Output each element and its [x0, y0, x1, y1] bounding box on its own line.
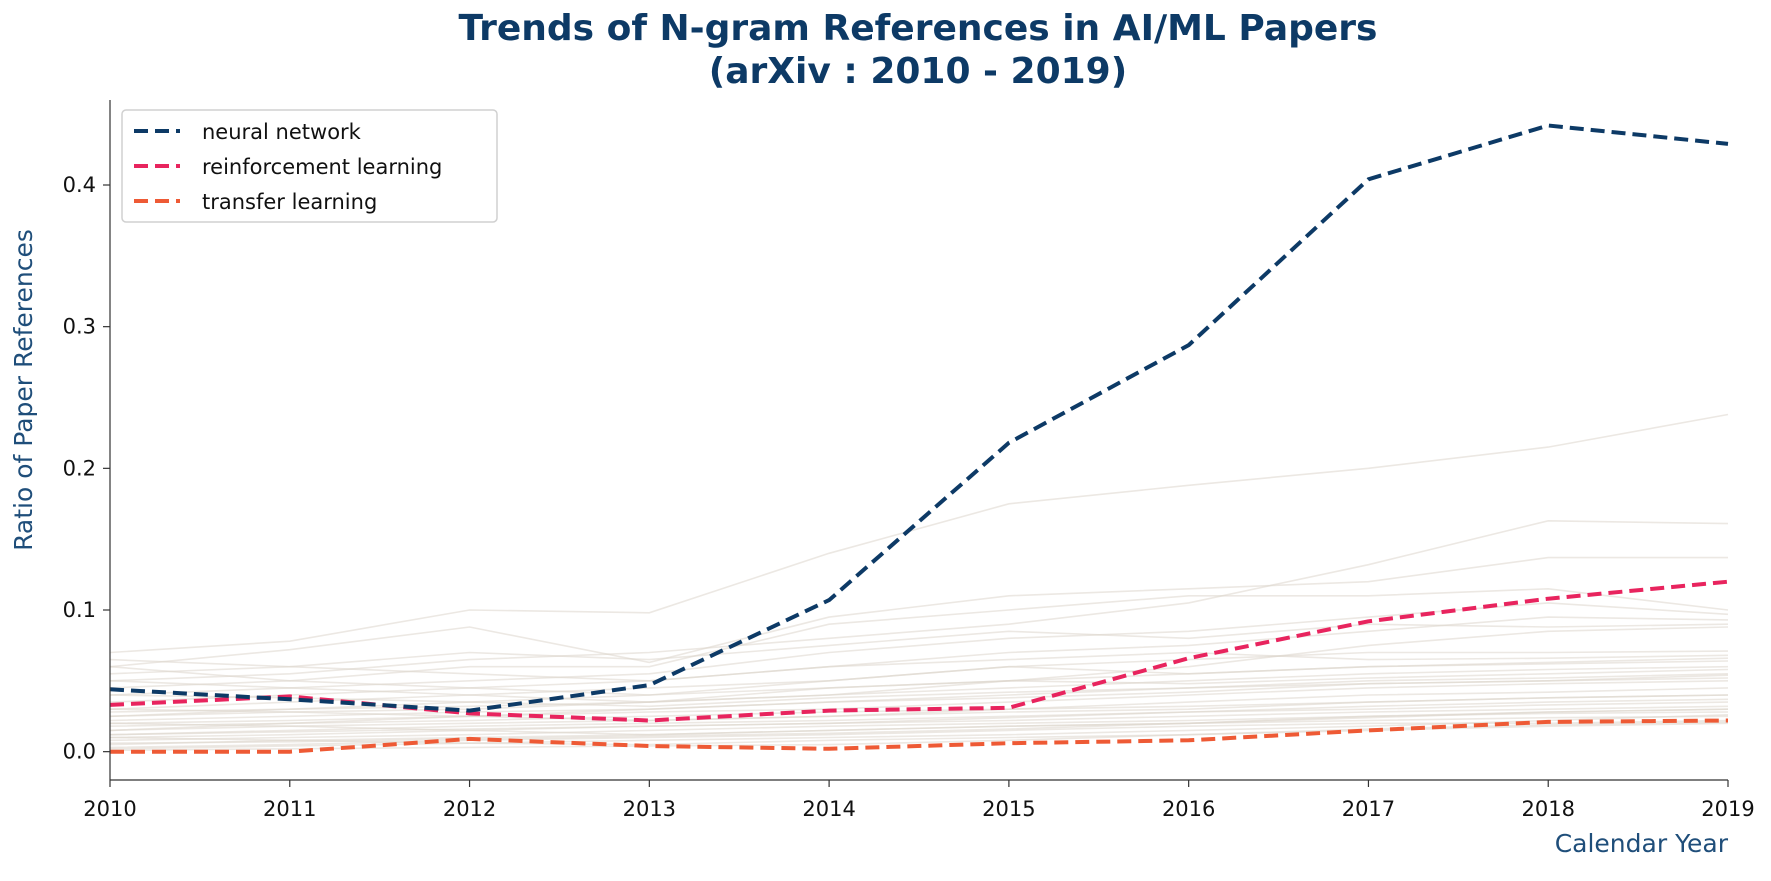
background-series-line	[109, 708, 1729, 744]
series-line-reinforcement-learning	[109, 579, 1729, 723]
background-series-line	[109, 665, 1729, 718]
chart-title-line-2: (arXiv : 2010 - 2019)	[709, 51, 1127, 92]
x-tick-label: 2012	[443, 797, 496, 821]
legend: neural network reinforcement learning tran…	[121, 109, 498, 223]
background-series-line	[109, 680, 1729, 725]
x-tick-label: 2015	[982, 797, 1035, 821]
background-series-line	[109, 651, 1729, 682]
x-tick-label: 2011	[263, 797, 316, 821]
x-tick-label: 2010	[83, 797, 136, 821]
x-axis-label: Calendar Year	[1555, 829, 1729, 858]
background-series-line	[109, 698, 1729, 736]
y-axis-label: Ratio of Paper References	[9, 229, 38, 551]
background-series-line	[109, 587, 1729, 689]
background-series-line	[109, 705, 1729, 739]
legend-label-neural-network: neural network	[202, 120, 362, 144]
y-tick-label: 0.2	[63, 456, 96, 480]
background-series-line	[109, 623, 1729, 675]
chart-title-line-1: Trends of N-gram References in AI/ML Pap…	[458, 8, 1377, 49]
y-tick-label: 0.3	[63, 315, 96, 339]
series-line-neural-network	[109, 123, 1729, 713]
legend-label-transfer-learning: transfer learning	[202, 190, 377, 214]
legend-box	[121, 109, 498, 223]
y-tick-label: 0.1	[63, 598, 96, 622]
background-series-line	[109, 519, 1729, 682]
highlighted-series-group	[109, 123, 1729, 754]
x-tick-label: 2014	[802, 797, 855, 821]
x-tick-label: 2013	[623, 797, 676, 821]
y-tick-label: 0.0	[63, 740, 96, 764]
x-tick-label: 2016	[1162, 797, 1215, 821]
y-tick-label: 0.4	[63, 173, 96, 197]
x-tick-label: 2017	[1342, 797, 1395, 821]
x-tick-label: 2018	[1521, 797, 1574, 821]
legend-label-reinforcement-learning: reinforcement learning	[202, 155, 442, 179]
background-series-line	[109, 660, 1729, 696]
background-series-line	[109, 714, 1729, 750]
background-series-line	[109, 674, 1729, 732]
background-series-group	[109, 413, 1729, 752]
background-series-line	[109, 413, 1729, 654]
background-series-line	[109, 668, 1729, 703]
y-axis-ticks: 0.0 0.1 0.2 0.3 0.4	[63, 173, 110, 764]
x-axis-ticks: 2010 2011 2012 2013 2014 2015 2016 2017 2018 2019	[83, 780, 1755, 821]
background-series-line	[109, 556, 1728, 668]
background-series-line	[109, 722, 1729, 746]
x-tick-label: 2019	[1701, 797, 1754, 821]
series-line-transfer-learning	[110, 718, 1729, 754]
background-series-line	[109, 694, 1729, 722]
background-series-line	[109, 626, 1729, 718]
